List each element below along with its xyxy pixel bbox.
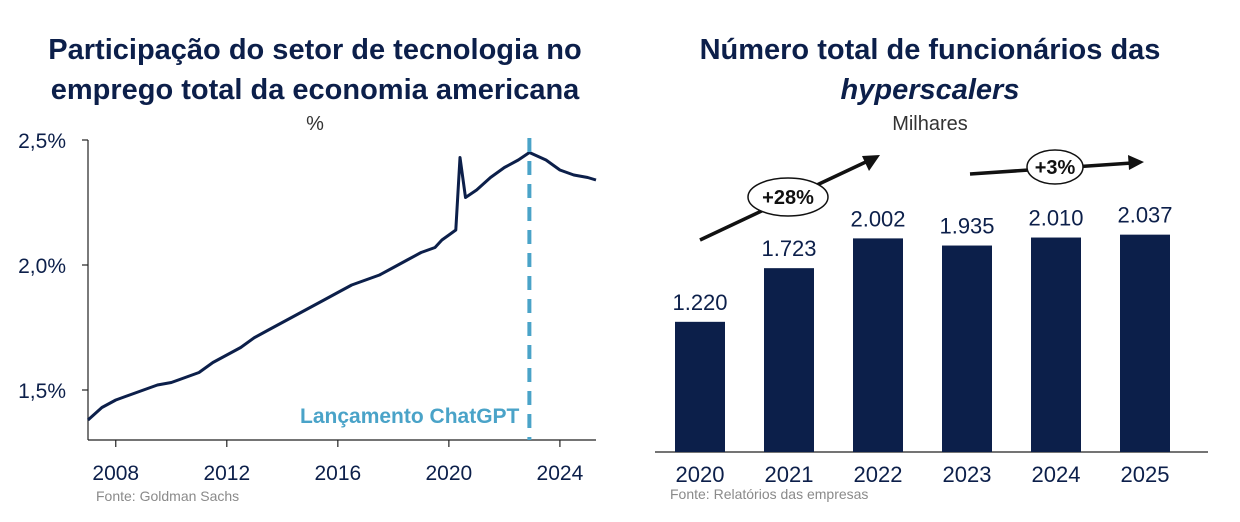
left-chart-unit: % [306, 113, 324, 135]
bar-category-label: 2025 [1121, 462, 1170, 487]
bar-category-label: 2020 [676, 462, 725, 487]
right-chart-title-line1: Número total de funcionários das [699, 34, 1161, 66]
bar-2020 [675, 321, 725, 452]
bar-category-label: 2023 [943, 462, 992, 487]
growth-badge-ellipse [1026, 149, 1084, 185]
left-chart-title: Participação do setor de tecnologia no e… [48, 34, 582, 106]
x-tick-label: 2020 [426, 462, 473, 485]
left-chart-panel: Participação do setor de tecnologia no e… [18, 34, 597, 504]
y-tick-label: 2,5% [18, 130, 66, 153]
growth-label-3: +3% [1035, 157, 1076, 179]
x-tick-label: 2016 [314, 462, 361, 485]
bar-value-label: 2.010 [1028, 206, 1083, 231]
bar-value-label: 2.037 [1117, 203, 1172, 228]
line-chart: 1,5% 2,0% 2,5% 2008 2012 2016 2020 2024 Lançamen… [18, 130, 597, 485]
bar-2021 [764, 268, 814, 452]
bar-category-label: 2021 [765, 462, 814, 487]
right-chart-title-line2: hyperscalers [840, 74, 1020, 106]
bar-2023 [942, 245, 992, 452]
y-tick-label: 1,5% [18, 380, 66, 403]
right-chart-panel: Número total de funcionários das hypersc… [620, 0, 1240, 522]
bar-2024 [1031, 237, 1081, 452]
bar-value-label: 1.935 [939, 214, 994, 239]
bar-chart: 1.220 2020 1.723 2021 2.002 2022 1.935 2023 2.01… [655, 149, 1208, 487]
bar-value-label: 1.723 [761, 236, 816, 261]
x-tick-label: 2024 [537, 462, 584, 485]
left-chart-source: Fonte: Goldman Sachs [96, 488, 240, 504]
bar-category-label: 2022 [854, 462, 903, 487]
bar-2025 [1120, 234, 1170, 452]
growth-arrow-head [862, 155, 880, 171]
x-tick-label: 2008 [92, 462, 139, 485]
bar-value-label: 1.220 [672, 290, 727, 315]
tech-employment-share-line [86, 151, 597, 422]
bar-category-label: 2024 [1032, 462, 1081, 487]
growth-arrow-head [1128, 155, 1144, 170]
right-chart-unit: Milhares [892, 113, 968, 135]
right-chart-source: Fonte: Relatórios das empresas [670, 486, 869, 502]
bar-2022 [853, 238, 903, 452]
growth-label-28: +28% [762, 187, 814, 209]
growth-badge-ellipse [747, 177, 829, 217]
x-tick-label: 2012 [203, 462, 250, 485]
y-tick-label: 2,0% [18, 255, 66, 278]
chatgpt-launch-label: Lançamento ChatGPT [300, 405, 520, 428]
bar-value-label: 2.002 [850, 206, 905, 231]
